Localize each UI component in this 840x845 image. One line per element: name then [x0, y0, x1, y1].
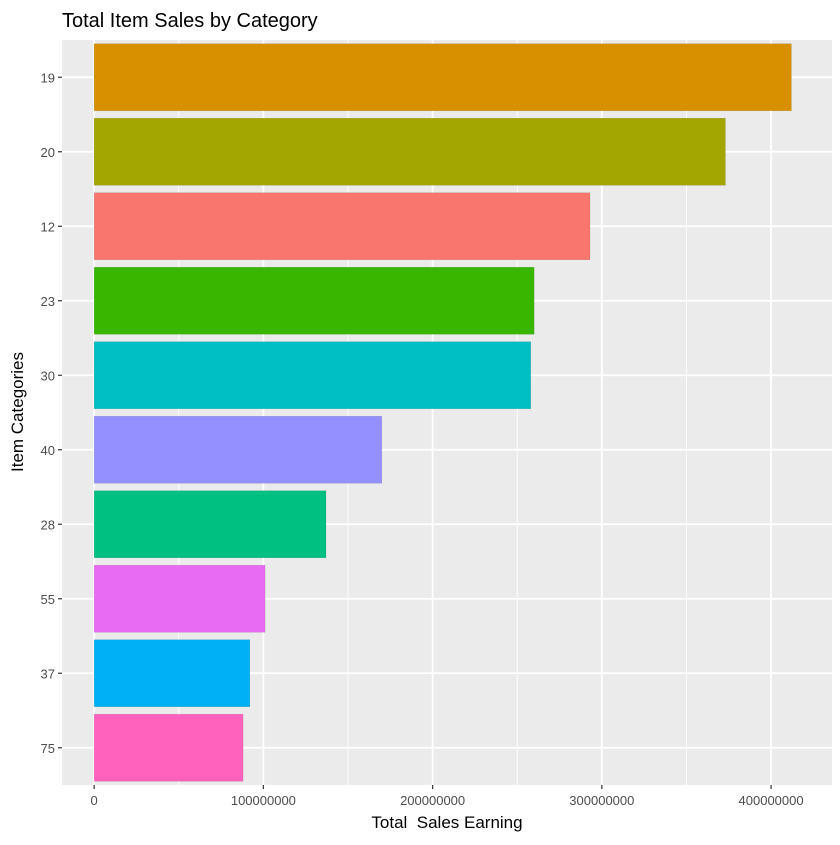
x-tick-label: 200000000 — [400, 793, 465, 808]
bar-19 — [93, 43, 792, 112]
y-tick-label: 23 — [41, 294, 55, 309]
bar-40 — [93, 415, 383, 484]
bars — [93, 43, 792, 782]
x-tick-label: 0 — [91, 793, 98, 808]
y-axis-title: Item Categories — [8, 352, 27, 472]
y-tick-label: 20 — [41, 145, 55, 160]
y-tick-label: 30 — [41, 368, 55, 383]
x-axis: 0 100000000 200000000 300000000 400000000 — [91, 785, 804, 808]
y-tick-label: 28 — [41, 517, 55, 532]
bar-55 — [93, 564, 266, 633]
y-tick-label: 75 — [41, 741, 55, 756]
bar-30 — [93, 341, 532, 410]
bar-20 — [93, 117, 726, 186]
x-axis-title: Total Sales Earning — [371, 813, 522, 832]
y-tick-label: 40 — [41, 443, 55, 458]
bar-37 — [93, 639, 251, 708]
y-tick-label: 19 — [41, 70, 55, 85]
bar-75 — [93, 713, 244, 782]
y-tick-label: 12 — [41, 219, 55, 234]
x-tick-label: 400000000 — [739, 793, 804, 808]
y-axis: 19 20 12 23 30 40 28 55 37 75 — [41, 70, 62, 756]
y-tick-label: 37 — [41, 666, 55, 681]
x-tick-label: 300000000 — [569, 793, 634, 808]
bar-23 — [93, 266, 535, 335]
bar-28 — [93, 490, 327, 559]
bar-12 — [93, 192, 591, 261]
x-tick-label: 100000000 — [231, 793, 296, 808]
y-tick-label: 55 — [41, 592, 55, 607]
chart-title: Total Item Sales by Category — [62, 10, 318, 32]
